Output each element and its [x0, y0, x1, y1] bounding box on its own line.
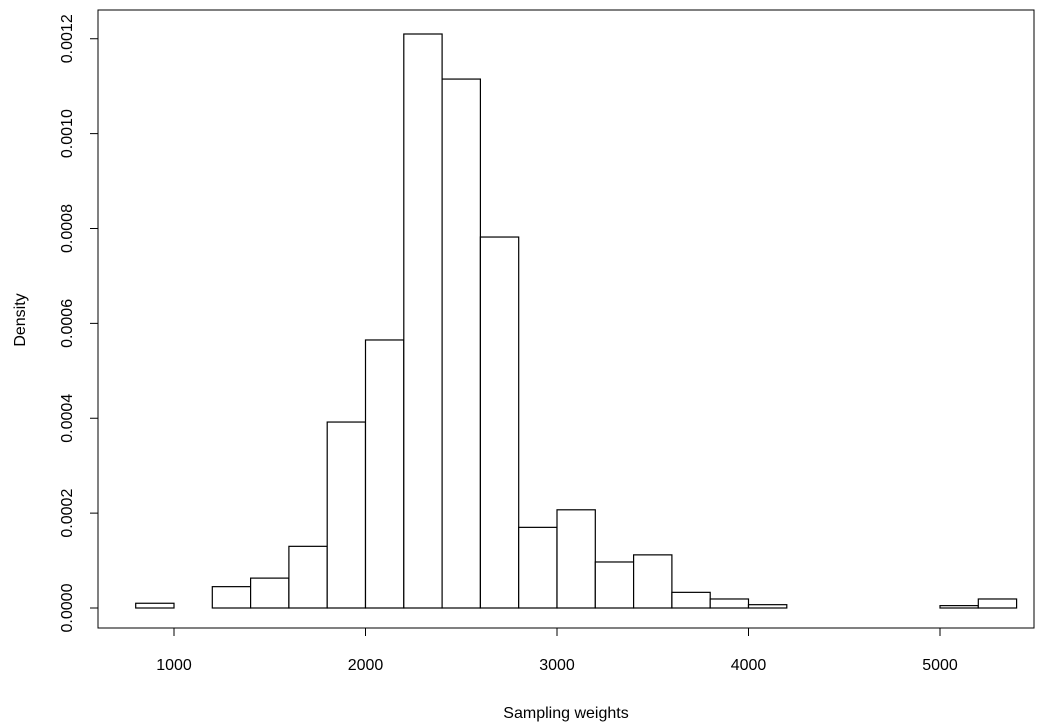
histogram-bar [212, 587, 250, 608]
histogram-bar [366, 340, 404, 608]
y-axis: 0.0000 0.0002 0.0004 0.0006 0.0008 0.0010 0.00… [59, 14, 98, 632]
histogram-bar [595, 562, 633, 608]
histogram-bars [136, 34, 1017, 608]
y-tick-label: 0.0000 [59, 583, 76, 632]
x-tick-label: 2000 [348, 657, 384, 674]
histogram-bar [519, 527, 557, 608]
histogram-bar [404, 34, 442, 608]
histogram-bar [136, 603, 174, 608]
histogram-bar [672, 592, 710, 608]
y-tick-label: 0.0012 [59, 14, 76, 63]
histogram-bar [940, 606, 978, 608]
histogram-bar [480, 237, 518, 608]
histogram-bar [710, 599, 748, 608]
histogram-bar [634, 555, 672, 608]
y-tick-label: 0.0010 [59, 109, 76, 158]
x-tick-label: 3000 [539, 657, 575, 674]
y-tick-label: 0.0002 [59, 489, 76, 538]
histogram-bar [749, 605, 787, 608]
histogram-bar [289, 546, 327, 608]
histogram-bar [978, 599, 1016, 608]
x-tick-label: 1000 [156, 657, 192, 674]
histogram-bar [557, 510, 595, 608]
y-tick-label: 0.0004 [59, 394, 76, 443]
x-axis: 1000 2000 3000 4000 5000 [156, 628, 958, 674]
histogram-bar [251, 578, 289, 608]
histogram-bar [327, 422, 365, 608]
x-tick-label: 5000 [922, 657, 958, 674]
x-axis-label: Sampling weights [503, 705, 628, 722]
x-tick-label: 4000 [731, 657, 767, 674]
histogram-bar [442, 79, 480, 608]
y-tick-label: 0.0006 [59, 299, 76, 348]
y-axis-label: Density [12, 293, 29, 346]
y-tick-label: 0.0008 [59, 204, 76, 253]
